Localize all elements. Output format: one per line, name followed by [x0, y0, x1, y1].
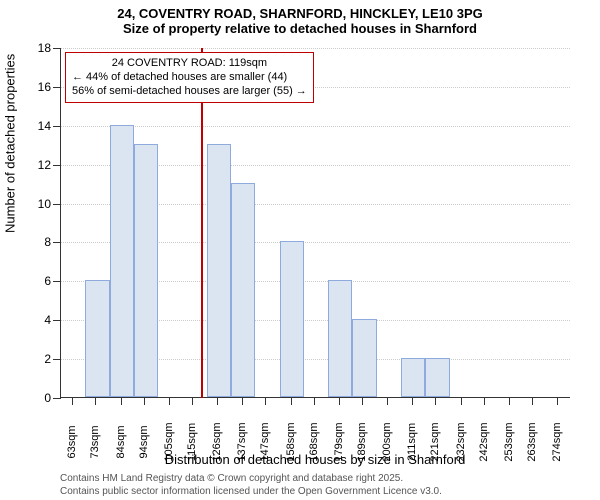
x-axis-title: Distribution of detached houses by size … — [60, 452, 570, 467]
y-tick-label: 4 — [44, 313, 51, 327]
histogram-bar — [401, 358, 425, 397]
x-tick — [121, 397, 122, 405]
x-tick — [362, 397, 363, 405]
histogram-bar — [207, 144, 231, 397]
y-tick — [53, 87, 61, 88]
y-gridline — [61, 48, 570, 49]
title-line-1: 24, COVENTRY ROAD, SHARNFORD, HINCKLEY, … — [0, 6, 600, 21]
y-tick — [53, 359, 61, 360]
x-tick — [144, 397, 145, 405]
annotation-line: 24 COVENTRY ROAD: 119sqm — [72, 57, 307, 71]
x-tick — [509, 397, 510, 405]
y-tick — [53, 281, 61, 282]
y-tick — [53, 165, 61, 166]
y-tick — [53, 398, 61, 399]
x-tick — [412, 397, 413, 405]
x-tick — [72, 397, 73, 405]
y-tick-label: 10 — [38, 197, 51, 211]
histogram-bar — [85, 280, 109, 397]
x-tick — [461, 397, 462, 405]
y-tick — [53, 320, 61, 321]
x-tick — [435, 397, 436, 405]
footer-attribution: Contains HM Land Registry data © Crown c… — [60, 472, 442, 498]
footer-line-1: Contains HM Land Registry data © Crown c… — [60, 472, 442, 485]
x-tick — [192, 397, 193, 405]
x-tick — [532, 397, 533, 405]
title-line-2: Size of property relative to detached ho… — [0, 21, 600, 36]
y-tick-label: 6 — [44, 274, 51, 288]
histogram-bar — [352, 319, 376, 397]
y-tick — [53, 126, 61, 127]
y-axis-title: Number of detached properties — [3, 213, 18, 233]
histogram-bar — [231, 183, 255, 397]
chart-container: 24, COVENTRY ROAD, SHARNFORD, HINCKLEY, … — [0, 0, 600, 500]
x-tick — [242, 397, 243, 405]
y-tick-label: 12 — [38, 158, 51, 172]
y-tick-label: 18 — [38, 41, 51, 55]
histogram-bar — [280, 241, 304, 397]
annotation-line: 56% of semi-detached houses are larger (… — [72, 85, 307, 99]
y-tick — [53, 48, 61, 49]
x-tick — [557, 397, 558, 405]
y-tick-label: 2 — [44, 352, 51, 366]
x-tick — [169, 397, 170, 405]
y-tick — [53, 242, 61, 243]
x-tick — [217, 397, 218, 405]
x-tick — [291, 397, 292, 405]
footer-line-2: Contains public sector information licen… — [60, 485, 442, 498]
histogram-bar — [134, 144, 158, 397]
x-tick — [95, 397, 96, 405]
y-tick-label: 16 — [38, 80, 51, 94]
histogram-bar — [110, 125, 134, 397]
y-tick — [53, 204, 61, 205]
x-tick — [484, 397, 485, 405]
annotation-line: ← 44% of detached houses are smaller (44… — [72, 71, 307, 85]
annotation-box: 24 COVENTRY ROAD: 119sqm← 44% of detache… — [65, 52, 314, 103]
y-tick-label: 8 — [44, 235, 51, 249]
x-tick — [339, 397, 340, 405]
x-tick — [387, 397, 388, 405]
y-tick-label: 14 — [38, 119, 51, 133]
y-gridline — [61, 126, 570, 127]
histogram-bar — [328, 280, 352, 397]
histogram-bar — [425, 358, 449, 397]
chart-title: 24, COVENTRY ROAD, SHARNFORD, HINCKLEY, … — [0, 6, 600, 36]
y-tick-label: 0 — [44, 391, 51, 405]
x-tick — [314, 397, 315, 405]
x-tick — [265, 397, 266, 405]
